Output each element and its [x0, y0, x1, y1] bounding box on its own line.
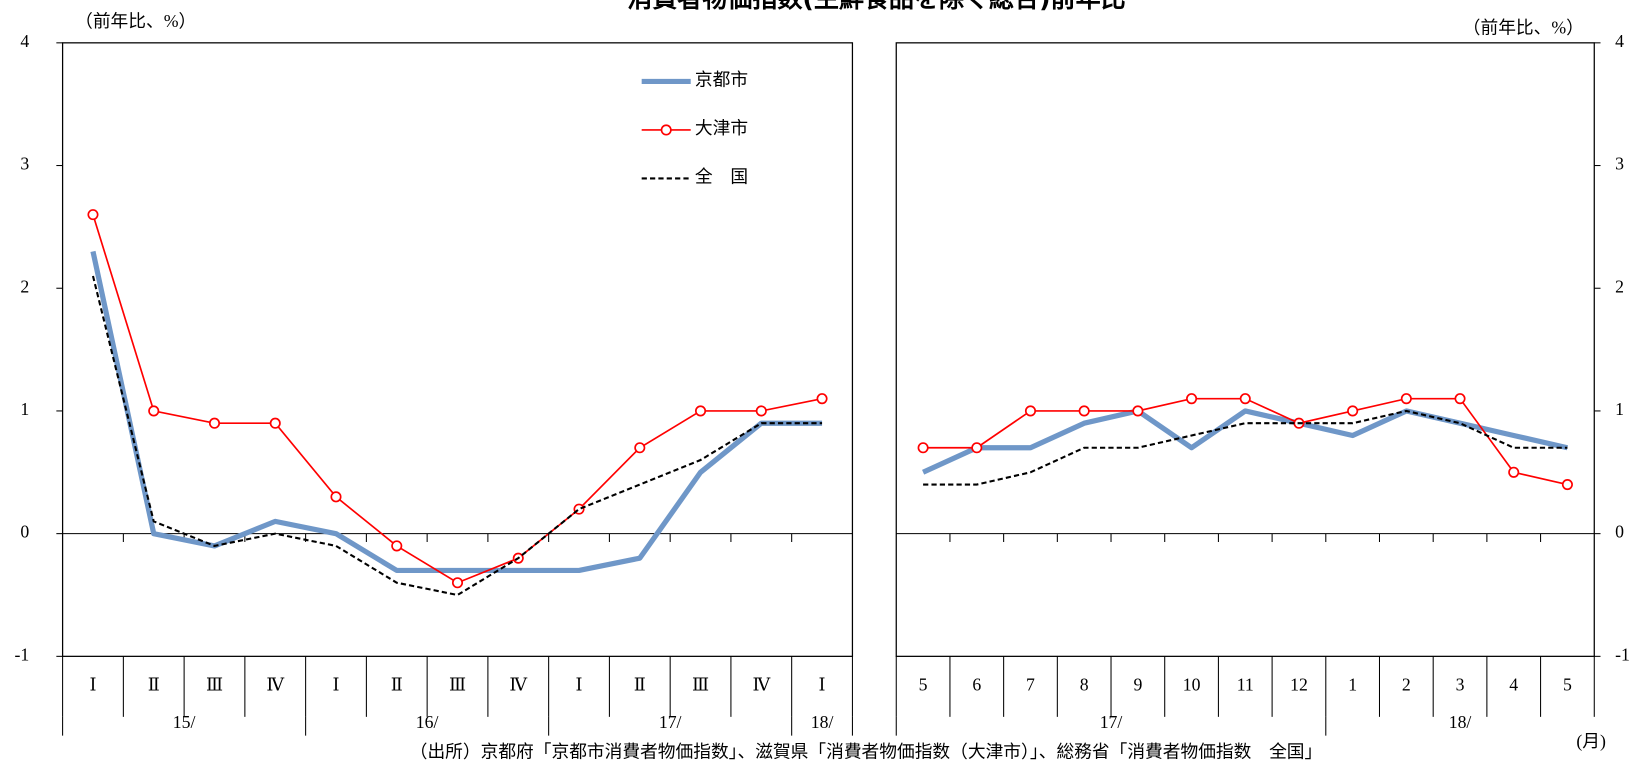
- series-line: [922, 408, 1568, 475]
- x-unit: (月): [1576, 731, 1606, 751]
- year-label: 17/: [659, 712, 682, 732]
- x-tick-label: 6: [972, 675, 981, 695]
- y-axis-label: （前年比、%）: [75, 11, 196, 31]
- x-tick-label: Ⅳ: [752, 675, 770, 695]
- x-tick-label: 10: [1183, 675, 1201, 695]
- legend-label: 京都市: [695, 70, 748, 90]
- x-tick-label: 1: [1348, 675, 1357, 695]
- x-tick-label: Ⅳ: [509, 675, 527, 695]
- series-marker: [1132, 405, 1144, 417]
- series-marker: [208, 417, 221, 429]
- x-tick-label: 5: [919, 675, 928, 695]
- series-line: [92, 214, 823, 584]
- source-note: （出所）京都府「京都市消費者物価指数」、滋賀県「消費者物価指数（大津市）」、総務…: [410, 741, 1323, 761]
- series-marker: [1561, 479, 1573, 491]
- plot-area: [895, 42, 1595, 657]
- y-tick-label: 4: [20, 31, 29, 51]
- x-tick-label: Ⅲ: [692, 675, 709, 695]
- series-marker: [1078, 405, 1090, 417]
- x-tick-label: Ⅰ: [576, 675, 583, 695]
- series-marker: [1186, 393, 1198, 405]
- x-tick-label: 12: [1290, 675, 1308, 695]
- series-marker: [917, 442, 929, 454]
- year-label: 17/: [1100, 712, 1123, 732]
- x-tick-label: 2: [1402, 675, 1411, 695]
- plot-area: [61, 42, 854, 657]
- series-marker: [971, 442, 983, 454]
- series-line: [923, 409, 1568, 486]
- x-tick-label: Ⅰ: [89, 675, 96, 695]
- year-label: 16/: [416, 712, 439, 732]
- x-tick-label: Ⅰ: [819, 675, 826, 695]
- y-tick-label: 1: [1615, 399, 1624, 419]
- legend-label: 全 国: [695, 167, 748, 187]
- series-marker: [1347, 405, 1359, 417]
- y-tick-label: 0: [1615, 522, 1624, 542]
- x-tick-label: Ⅲ: [206, 675, 223, 695]
- series-marker: [695, 405, 707, 417]
- y-tick-label: -1: [1615, 644, 1630, 664]
- series-marker: [816, 393, 828, 405]
- y-tick-label: -1: [14, 644, 29, 664]
- x-tick-label: Ⅳ: [266, 675, 284, 695]
- legend-marker: [660, 124, 672, 136]
- series-marker: [269, 417, 281, 429]
- x-tick-label: Ⅱ: [391, 675, 403, 695]
- x-tick-label: Ⅱ: [148, 675, 160, 695]
- series-line: [91, 275, 823, 597]
- y-tick-label: 2: [20, 276, 29, 296]
- y-tick-label: 3: [20, 154, 29, 174]
- series-marker: [451, 577, 464, 589]
- series-marker: [634, 442, 646, 454]
- x-tick-label: 11: [1237, 675, 1254, 695]
- x-tick-label: 9: [1133, 675, 1142, 695]
- legend-label: 大津市: [695, 118, 748, 138]
- series-marker: [148, 405, 160, 417]
- y-tick-label: 4: [1615, 31, 1624, 51]
- year-label: 18/: [1449, 712, 1472, 732]
- series-marker: [87, 209, 99, 221]
- x-tick-label: 7: [1026, 675, 1035, 695]
- chart-title: 消費者物価指数(生鮮食品を除く総合)前年比: [627, 0, 1125, 13]
- year-label: 18/: [811, 712, 834, 732]
- series-marker: [1454, 393, 1466, 405]
- y-tick-label: 2: [1615, 276, 1624, 296]
- series-marker: [755, 405, 767, 417]
- y-tick-label: 0: [20, 522, 29, 542]
- x-tick-label: 5: [1563, 675, 1572, 695]
- x-tick-label: Ⅲ: [449, 675, 466, 695]
- series-marker: [330, 491, 342, 503]
- y-tick-label: 3: [1615, 154, 1624, 174]
- y-axis-label: （前年比、%）: [1463, 17, 1584, 37]
- year-label: 15/: [173, 712, 196, 732]
- series-marker: [1239, 393, 1251, 405]
- x-tick-label: 8: [1080, 675, 1089, 695]
- series-marker: [1508, 466, 1520, 478]
- y-tick-label: 1: [20, 399, 29, 419]
- x-tick-label: 3: [1456, 675, 1465, 695]
- x-tick-label: Ⅰ: [333, 675, 340, 695]
- series-marker: [1400, 393, 1412, 405]
- x-tick-label: 4: [1509, 675, 1518, 695]
- x-tick-label: Ⅱ: [634, 675, 646, 695]
- series-marker: [1024, 405, 1037, 417]
- series-marker: [391, 540, 403, 552]
